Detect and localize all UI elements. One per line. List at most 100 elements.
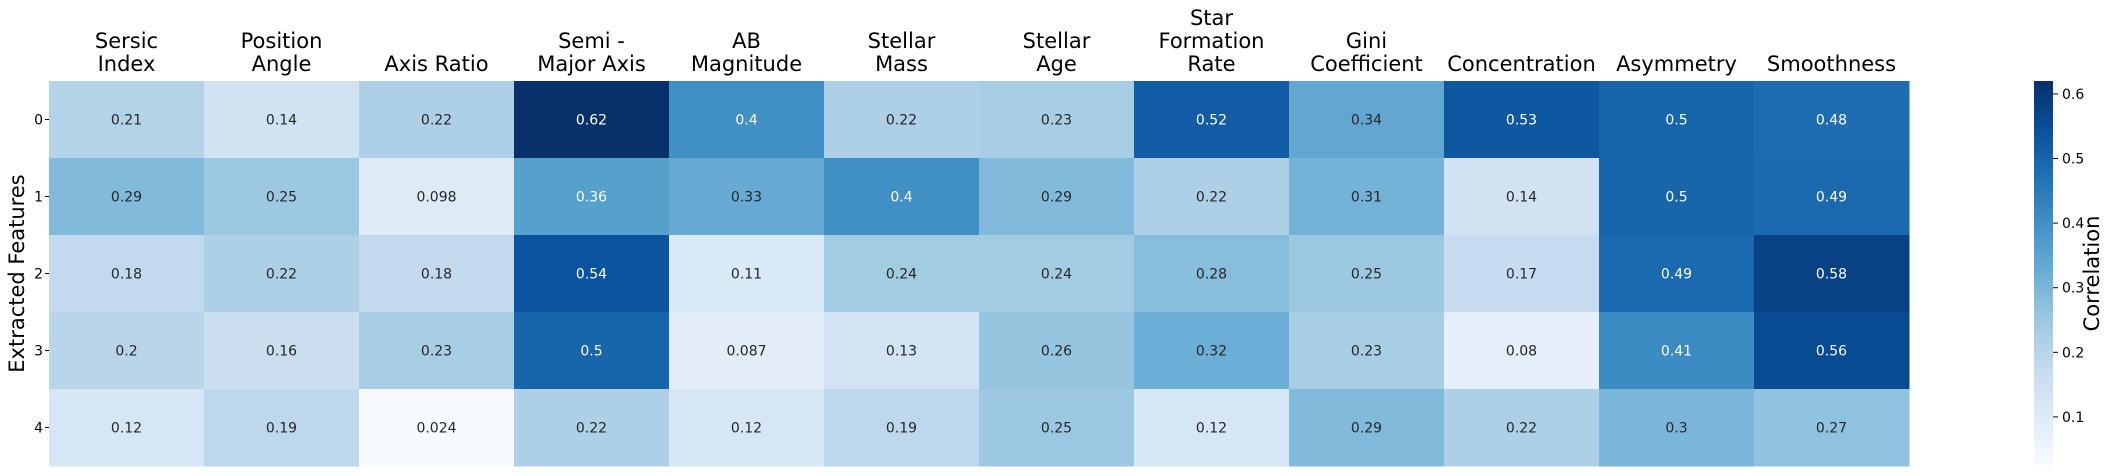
cell-value-label: 0.24 — [886, 267, 917, 283]
cell-value-label: 0.16 — [266, 344, 297, 360]
colorbar-tick-label: 0.2 — [2062, 345, 2084, 361]
heatmap-cell — [204, 81, 360, 159]
cell-value-label: 0.23 — [1041, 113, 1072, 129]
heatmap-cell — [514, 312, 670, 390]
heatmap-cell — [49, 235, 205, 313]
cell-value-label: 0.12 — [731, 421, 762, 437]
heatmap-cell — [824, 158, 980, 236]
column-label: Position Angle — [241, 29, 323, 76]
column-label: Stellar Age — [1023, 29, 1091, 76]
cell-value-label: 0.25 — [1351, 267, 1382, 283]
heatmap-cell — [1599, 81, 1755, 159]
cell-value-label: 0.19 — [266, 421, 297, 437]
row-tick-labels: 0 1 2 3 4 — [34, 113, 49, 437]
heatmap-cell — [1134, 235, 1290, 313]
cell-value-label: 0.34 — [1351, 113, 1382, 129]
heatmap-cell — [669, 235, 825, 313]
cell-value-label: 0.23 — [1351, 344, 1382, 360]
colorbar-label: Correlation — [2080, 216, 2104, 332]
cell-value-label: 0.11 — [731, 267, 762, 283]
heatmap-cell — [824, 312, 980, 390]
cell-value-label: 0.3 — [1665, 421, 1687, 437]
heatmap-cell — [824, 389, 980, 467]
heatmap-cell — [1754, 81, 1910, 159]
cell-value-label: 0.12 — [1196, 421, 1227, 437]
heatmap-cell — [979, 312, 1135, 390]
cell-value-label: 0.08 — [1506, 344, 1537, 360]
heatmap-cell — [1599, 389, 1755, 467]
cell-value-label: 0.28 — [1196, 267, 1227, 283]
heatmap-cell — [514, 235, 670, 313]
cell-value-label: 0.49 — [1661, 267, 1692, 283]
heatmap-cell — [669, 312, 825, 390]
heatmap-cell — [1599, 312, 1755, 390]
cell-value-label: 0.22 — [576, 421, 607, 437]
heatmap-cell — [204, 158, 360, 236]
heatmap-cell — [49, 312, 205, 390]
heatmap-cell — [514, 389, 670, 467]
cell-value-label: 0.54 — [576, 267, 607, 283]
heatmap-cell — [979, 158, 1135, 236]
heatmap-cell — [204, 312, 360, 390]
colorbar-tick-label: 0.4 — [2062, 216, 2084, 232]
heatmap-cell — [1754, 312, 1910, 390]
heatmap-cell — [359, 235, 515, 313]
heatmap-cell — [1289, 158, 1445, 236]
row-tick-label: 0 — [34, 113, 43, 129]
column-label: Sersic Index — [95, 29, 158, 76]
cell-value-label: 0.25 — [1041, 421, 1072, 437]
heatmap-cell — [204, 389, 360, 467]
cell-value-label: 0.12 — [111, 421, 142, 437]
column-label: Axis Ratio — [384, 52, 488, 76]
column-labels: Sersic Index Position Angle Axis Ratio Semi -… — [95, 6, 1896, 76]
y-axis-label: Extracted Features — [5, 174, 29, 372]
heatmap-cell — [49, 81, 205, 159]
column-label: Gini Coefficient — [1310, 29, 1423, 76]
heatmap-cell — [1289, 389, 1445, 467]
cell-value-label: 0.18 — [111, 267, 142, 283]
column-label: Smoothness — [1767, 52, 1896, 76]
heatmap-cell — [979, 235, 1135, 313]
cell-value-label: 0.4 — [890, 190, 912, 206]
cell-value-label: 0.098 — [416, 190, 456, 206]
cell-value-label: 0.62 — [576, 113, 607, 129]
heatmap-cell — [1444, 389, 1600, 467]
cell-value-label: 0.2 — [115, 344, 137, 360]
row-tick-label: 2 — [34, 267, 43, 283]
cell-value-label: 0.31 — [1351, 190, 1382, 206]
heatmap-cell — [1134, 389, 1290, 467]
heatmap-cell — [359, 389, 515, 467]
cell-value-label: 0.13 — [886, 344, 917, 360]
cell-value-label: 0.5 — [580, 344, 602, 360]
cell-value-label: 0.25 — [266, 190, 297, 206]
colorbar-gradient — [2034, 81, 2053, 466]
cell-value-label: 0.22 — [1506, 421, 1537, 437]
column-label: Asymmetry — [1616, 52, 1737, 76]
cell-value-label: 0.19 — [886, 421, 917, 437]
colorbar-tick-label: 0.1 — [2062, 410, 2084, 426]
column-label: Concentration — [1447, 52, 1596, 76]
heatmap-cell — [979, 389, 1135, 467]
row-tick-label: 1 — [34, 190, 43, 206]
heatmap-cell — [1134, 81, 1290, 159]
cell-value-label: 0.5 — [1665, 190, 1687, 206]
cell-value-label: 0.52 — [1196, 113, 1227, 129]
cell-value-label: 0.29 — [1351, 421, 1382, 437]
heatmap-cell — [359, 312, 515, 390]
colorbar-tick-label: 0.6 — [2062, 87, 2084, 103]
cell-value-label: 0.22 — [1196, 190, 1227, 206]
colorbar-tick-label: 0.3 — [2062, 281, 2084, 297]
cell-value-label: 0.17 — [1506, 267, 1537, 283]
heatmap-cell — [824, 81, 980, 159]
cell-value-label: 0.22 — [266, 267, 297, 283]
heatmap-cell — [1444, 312, 1600, 390]
colorbar-tick-label: 0.5 — [2062, 152, 2084, 168]
row-tick-label: 4 — [34, 421, 43, 437]
heatmap-cell — [1754, 235, 1910, 313]
heatmap-cell — [1754, 158, 1910, 236]
cell-value-label: 0.36 — [576, 190, 607, 206]
colorbar: 0.1 0.2 0.3 0.4 0.5 0.6 — [2034, 81, 2084, 466]
cell-value-label: 0.33 — [731, 190, 762, 206]
heatmap-cell — [1754, 389, 1910, 467]
heatmap-cell — [204, 235, 360, 313]
